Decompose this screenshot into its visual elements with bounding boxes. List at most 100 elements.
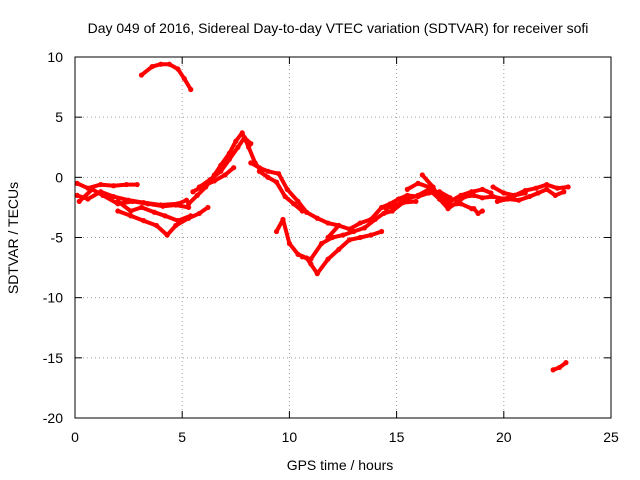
data-point [419, 172, 425, 178]
data-point [436, 196, 443, 202]
data-point [291, 201, 297, 207]
data-point [357, 220, 363, 226]
data-point [173, 222, 179, 229]
series-track-n [325, 189, 453, 241]
series-track-j [248, 160, 342, 229]
y-tick-label: 5 [55, 109, 63, 125]
data-point [235, 144, 241, 150]
series-trace [77, 187, 191, 210]
data-point [490, 184, 496, 190]
data-point [516, 197, 522, 203]
data-point [164, 232, 170, 238]
data-point [141, 218, 147, 224]
data-point [145, 201, 151, 207]
data-point [479, 195, 485, 201]
data-point [346, 237, 353, 243]
data-point [205, 204, 211, 211]
data-point [115, 208, 121, 214]
data-point [535, 190, 541, 196]
data-point [138, 72, 145, 78]
data-point [308, 261, 314, 267]
data-point [273, 179, 280, 185]
data-point [181, 76, 187, 82]
data-point [494, 198, 500, 204]
data-point [404, 196, 410, 202]
y-tick-label: -10 [43, 290, 63, 306]
data-point [248, 141, 254, 147]
data-point [89, 186, 95, 192]
data-point [479, 208, 485, 214]
data-point [115, 198, 121, 204]
data-point [522, 187, 528, 194]
data-point [188, 213, 194, 219]
data-point [201, 183, 207, 189]
data-point [211, 178, 217, 184]
x-tick-label: 5 [178, 429, 186, 445]
data-point [85, 185, 91, 191]
data-point [100, 192, 106, 198]
data-point [299, 208, 305, 214]
series-track-s [494, 186, 567, 204]
data-point [351, 228, 357, 235]
data-point [226, 156, 232, 162]
data-point [533, 185, 539, 191]
series-track-i [190, 165, 237, 195]
data-point [471, 192, 477, 198]
data-point [276, 171, 282, 177]
series-track-k [256, 168, 305, 214]
data-point [471, 206, 477, 212]
data-point [186, 204, 192, 211]
data-point [166, 61, 172, 67]
data-point [346, 226, 353, 232]
data-point [415, 192, 421, 198]
data-point [158, 61, 164, 67]
series-track-c [76, 186, 192, 211]
series-track-h [196, 135, 254, 190]
series-track-r [490, 181, 571, 198]
data-point [273, 228, 280, 235]
data-point [130, 198, 136, 204]
series-track-u [550, 360, 569, 373]
data-point [413, 198, 419, 204]
data-point [282, 193, 288, 200]
data-point [361, 225, 368, 231]
data-point [336, 246, 342, 253]
data-point [74, 192, 80, 198]
data-point [445, 206, 451, 212]
data-point [378, 204, 385, 211]
data-point [233, 138, 239, 144]
data-point [173, 202, 179, 208]
series-track-a [74, 180, 140, 191]
data-point [501, 190, 507, 196]
data-point [340, 232, 346, 238]
x-tick-label: 0 [71, 429, 79, 445]
data-point [526, 193, 533, 200]
chart-title: Day 049 of 2016, Sidereal Day-to-day VTE… [88, 20, 589, 36]
data-point [175, 66, 181, 72]
data-point [368, 216, 374, 223]
y-axis-label: SDTVAR / TECUs [5, 182, 21, 294]
data-point [190, 189, 196, 195]
data-point [123, 181, 130, 188]
data-point [394, 202, 400, 208]
series-trace [300, 199, 418, 262]
data-point [138, 204, 145, 211]
data-point [160, 203, 166, 209]
data-point [475, 210, 481, 217]
data-point [231, 165, 237, 171]
data-point [162, 213, 168, 219]
data-series [74, 61, 571, 373]
data-point [368, 232, 374, 238]
data-point [462, 193, 468, 200]
data-point [153, 222, 160, 229]
data-point [389, 208, 395, 214]
data-point [336, 222, 342, 229]
data-point [188, 86, 194, 93]
data-point [149, 64, 155, 70]
data-point [303, 209, 310, 215]
data-point [314, 215, 320, 221]
y-tick-label: -5 [51, 230, 64, 246]
data-point [284, 186, 290, 192]
data-point [128, 208, 134, 214]
series-trace [326, 189, 453, 240]
